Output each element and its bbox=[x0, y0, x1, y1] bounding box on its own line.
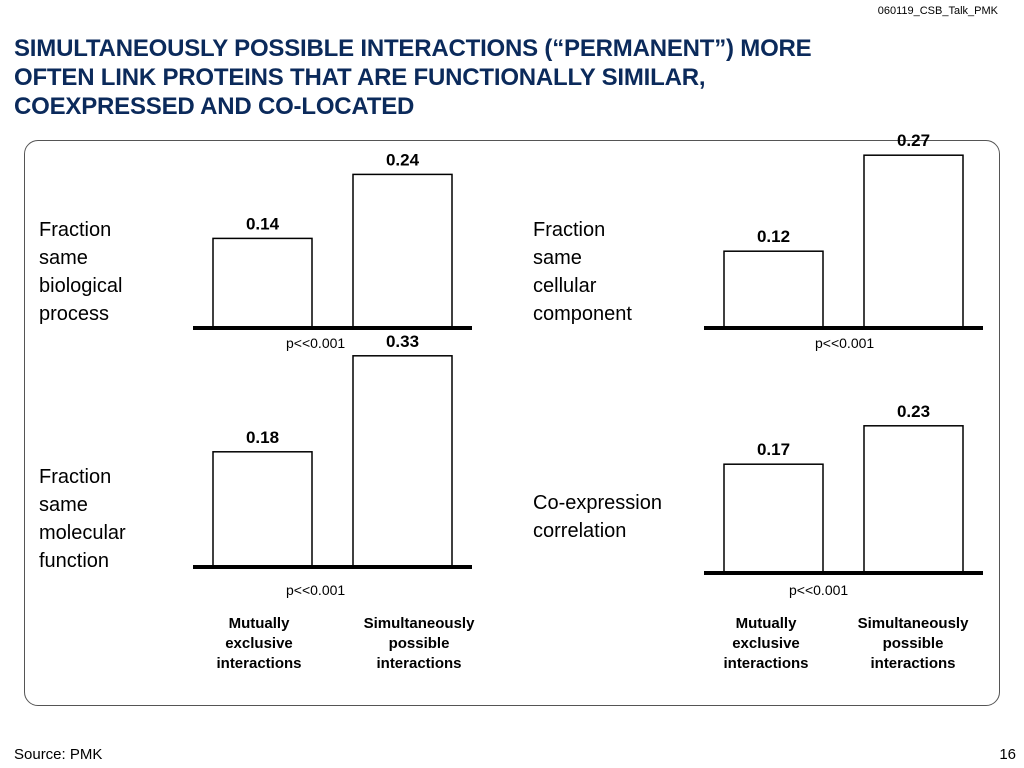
bar-simultaneously-possible bbox=[863, 425, 964, 574]
category-label-simultaneously-possible: Simultaneously possible interactions bbox=[843, 614, 983, 674]
bar-mutually-exclusive bbox=[212, 237, 313, 329]
category-label-line: interactions bbox=[216, 655, 302, 672]
bar-simultaneously-possible bbox=[352, 173, 453, 329]
panel-label-line: cellular bbox=[533, 275, 597, 297]
p-value: p<<0.001 bbox=[789, 582, 849, 598]
panel-label-molecular-function: Fraction same molecular function bbox=[39, 463, 126, 575]
category-label-line: Simultaneously bbox=[857, 615, 969, 632]
category-label-mutually-exclusive: Mutually exclusive interactions bbox=[706, 614, 826, 674]
panel-label-line: same bbox=[39, 494, 88, 516]
panel-label-line: same bbox=[533, 247, 582, 269]
panel-label-coexpression: Co-expression correlation bbox=[533, 489, 662, 545]
p-value: p<<0.001 bbox=[286, 582, 346, 598]
category-label-line: interactions bbox=[376, 655, 462, 672]
p-value: p<<0.001 bbox=[815, 335, 875, 351]
panel-label-line: function bbox=[39, 550, 110, 572]
category-label-mutually-exclusive: Mutually exclusive interactions bbox=[199, 614, 319, 674]
panel-label-line: same bbox=[39, 247, 88, 269]
panel-label-biological-process: Fraction same biological process bbox=[39, 216, 122, 328]
page-number: 16 bbox=[999, 746, 1016, 763]
category-label-line: interactions bbox=[723, 655, 809, 672]
category-label-line: Mutually bbox=[228, 615, 290, 632]
bar-mutually-exclusive bbox=[212, 451, 313, 568]
panel-label-line: component bbox=[533, 303, 632, 325]
category-label-line: interactions bbox=[870, 655, 956, 672]
panel-label-line: Fraction bbox=[533, 219, 606, 241]
bar-value-label: 0.23 bbox=[897, 402, 930, 421]
panel-label-line: correlation bbox=[533, 520, 627, 542]
title-line-1: SIMULTANEOUSLY POSSIBLE INTERACTIONS (“P… bbox=[14, 35, 812, 62]
category-label-line: Mutually bbox=[735, 615, 797, 632]
page-title: SIMULTANEOUSLY POSSIBLE INTERACTIONS (“P… bbox=[14, 34, 1004, 121]
charts-frame bbox=[24, 140, 1000, 706]
bar-simultaneously-possible bbox=[863, 154, 964, 329]
bar-value-label: 0.14 bbox=[246, 214, 280, 233]
category-label-simultaneously-possible: Simultaneously possible interactions bbox=[349, 614, 489, 674]
p-value: p<<0.001 bbox=[286, 335, 346, 351]
source-note: Source: PMK bbox=[14, 746, 103, 763]
panel-label-line: Co-expression bbox=[533, 492, 662, 514]
title-line-2: OFTEN LINK PROTEINS THAT ARE FUNCTIONALL… bbox=[14, 64, 706, 91]
bar-mutually-exclusive bbox=[723, 250, 824, 329]
panel-label-line: molecular bbox=[39, 522, 126, 544]
category-label-line: exclusive bbox=[225, 635, 293, 652]
bar-value-label: 0.18 bbox=[246, 428, 279, 447]
bar-value-label: 0.17 bbox=[757, 440, 790, 459]
title-line-3: COEXPRESSED AND CO-LOCATED bbox=[14, 93, 415, 120]
panel-label-cellular-component: Fraction same cellular component bbox=[533, 216, 632, 328]
category-label-line: possible bbox=[388, 635, 450, 652]
category-label-line: possible bbox=[882, 635, 944, 652]
bar-value-label: 0.33 bbox=[386, 332, 419, 351]
category-label-line: exclusive bbox=[732, 635, 800, 652]
bar-value-label: 0.24 bbox=[386, 150, 420, 169]
panel-label-line: Fraction bbox=[39, 219, 112, 241]
bar-simultaneously-possible bbox=[352, 355, 453, 568]
panel-label-line: process bbox=[39, 303, 110, 325]
panel-label-line: Fraction bbox=[39, 466, 112, 488]
category-label-line: Simultaneously bbox=[363, 615, 475, 632]
bar-value-label: 0.12 bbox=[757, 227, 790, 246]
bar-value-label: 0.27 bbox=[897, 131, 930, 150]
slide-id: 060119_CSB_Talk_PMK bbox=[877, 5, 998, 17]
bar-mutually-exclusive bbox=[723, 463, 824, 574]
panel-label-line: biological bbox=[39, 275, 123, 297]
